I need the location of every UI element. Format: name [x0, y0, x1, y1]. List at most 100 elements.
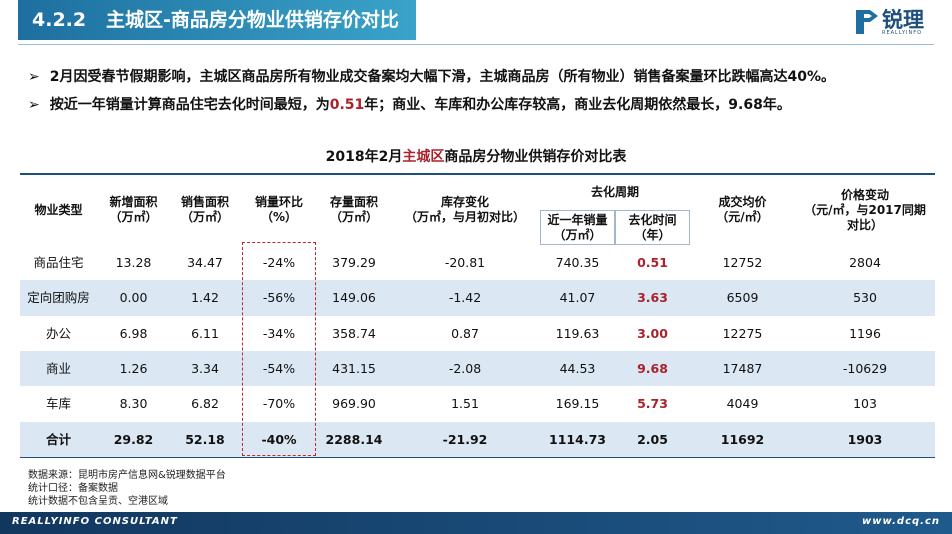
footer-right: www.dcq.cn	[862, 516, 940, 527]
table-cell: -21.92	[442, 431, 488, 447]
table-cell: -24%	[262, 255, 296, 271]
row-bg	[20, 350, 935, 387]
table-rule	[20, 173, 935, 175]
table-cell: 29.82	[113, 431, 154, 447]
table-cell: 431.15	[332, 361, 376, 377]
table-cell: 1.42	[191, 290, 219, 306]
note: 统计数据不包含呈贡、空港区域	[28, 496, 168, 507]
bullet: ➢ 2月因受春节假期影响，主城区商品房所有物业成交备案均大幅下滑，主城商品房（所有…	[28, 69, 835, 85]
table-cell: -54%	[262, 361, 296, 377]
table-cell: 合计	[45, 431, 71, 447]
section-number: 4.2.2	[32, 9, 87, 31]
section-title: 主城区-商品房分物业供销存价对比	[106, 9, 399, 31]
table-cell: 379.29	[332, 255, 376, 271]
bullet-text: 年；商业、车库和办公库存较高，商业去化周期依然最长，9.68年。	[364, 97, 791, 113]
table-cell: 1903	[847, 431, 883, 447]
table-cell: 740.35	[555, 255, 600, 271]
table-cell: 车库	[45, 396, 71, 412]
bullet: ➢ 按近一年销量计算商品住宅去化时间最短，为0.51年；商业、车库和办公库存较高，…	[28, 97, 791, 113]
table-cell: 2804	[849, 255, 881, 271]
table-cell: -10629	[842, 361, 888, 377]
header-cell: 新增面积 （万㎡）	[109, 195, 158, 224]
footer-bar: REALLYINFO CONSULTANT www.dcq.cn	[0, 512, 952, 534]
header-cell: 去化时间 （年）	[615, 210, 690, 245]
table-cell: 6.82	[191, 396, 219, 412]
table-cell: 3.00	[637, 325, 668, 341]
highlight-box	[242, 242, 316, 456]
bullet-text: 2月因受春节假期影响，主城区商品房所有物业成交备案均大幅下滑，主城商品房（所有物…	[49, 69, 835, 85]
title-part: 商品房分物业供销存价对比表	[444, 149, 627, 165]
logo-subtext: REALLYINFO	[882, 30, 923, 36]
table-cell: 1196	[849, 325, 881, 341]
title-part: 2018年2月	[325, 149, 403, 165]
logo: 锐理 REALLYINFO	[854, 4, 938, 38]
table-cell: 2.05	[637, 431, 668, 447]
table-cell: 530	[853, 290, 877, 306]
header-cell: 库存变化 （万㎡，与月初对比）	[404, 195, 525, 224]
header-group: 去化周期	[590, 185, 639, 199]
table-cell: 5.73	[637, 396, 668, 412]
table-cell: 11692	[720, 431, 765, 447]
footer-left: REALLYINFO CONSULTANT	[12, 516, 178, 527]
table-cell: 103	[853, 396, 877, 412]
table-cell: 商品住宅	[33, 255, 84, 271]
table-rule	[20, 456, 935, 458]
bullet-text: 按近一年销量计算商品住宅去化时间最短，为	[49, 97, 330, 113]
table-cell: 52.18	[185, 431, 225, 447]
table-cell: 44.53	[559, 361, 596, 377]
header-rule	[18, 44, 934, 45]
table-cell: -2.08	[448, 361, 482, 377]
table-cell: 41.07	[559, 290, 596, 306]
section-header: 4.2.2 主城区-商品房分物业供销存价对比	[18, 0, 416, 40]
table-cell: -70%	[262, 396, 296, 412]
logo-icon	[856, 10, 878, 34]
table-cell: -1.42	[448, 290, 482, 306]
table-cell: 0.51	[637, 255, 668, 271]
table-cell: 6509	[726, 290, 759, 306]
table-cell: 2288.14	[325, 431, 383, 447]
header-cell: 销售面积 （万㎡）	[180, 195, 229, 224]
logo-text: 锐理	[882, 8, 924, 32]
header-cell: 成交均价 （元/㎡）	[716, 195, 769, 224]
table-cell: 9.68	[637, 361, 668, 377]
note: 统计口径：备案数据	[28, 483, 118, 494]
table-cell: 969.90	[332, 396, 376, 412]
table-cell: 0.87	[451, 325, 479, 341]
table-cell: -20.81	[444, 255, 486, 271]
table-cell: -40%	[261, 431, 297, 447]
table-cell: 1.26	[119, 361, 148, 377]
row-bg	[20, 315, 935, 351]
table-cell: 358.74	[332, 325, 376, 341]
header-cell: 近一年销量 （万㎡）	[540, 210, 615, 245]
table-cell: 6.98	[119, 325, 148, 341]
header-cell: 存量面积 （万㎡）	[329, 195, 378, 224]
table-cell: 0.00	[119, 290, 148, 306]
header-cell: 物业类型	[34, 202, 83, 217]
title-highlight: 主城区	[402, 149, 445, 165]
table-cell: 8.30	[119, 396, 148, 412]
table-cell: 3.34	[191, 361, 219, 377]
table-cell: 34.47	[187, 255, 223, 271]
row-bg	[20, 386, 935, 422]
table-cell: 169.15	[555, 396, 600, 412]
row-bg	[20, 245, 935, 281]
table-cell: 12752	[722, 255, 763, 271]
table-cell: 119.63	[555, 325, 600, 341]
table-cell: 17487	[722, 361, 763, 377]
table-cell: -56%	[262, 290, 296, 306]
table-cell: 办公	[45, 325, 71, 341]
table-cell: 4049	[726, 396, 759, 412]
table-cell: 定向团购房	[27, 290, 90, 306]
table-cell: 6.11	[191, 325, 219, 341]
table-title: 2018年2月主城区商品房分物业供销存价对比表	[0, 146, 952, 166]
note: 数据来源：昆明市房产信息网&锐理数据平台	[28, 470, 226, 481]
table-cell: 1114.73	[549, 431, 606, 447]
header-cell: 销量环比 （%）	[254, 195, 303, 224]
table-cell: 商业	[45, 361, 71, 377]
header-cell: 价格变动 （元/㎡，与2017同期 对比）	[804, 187, 926, 232]
table-cell: 149.06	[332, 290, 376, 306]
table-cell: 13.28	[115, 255, 152, 271]
table-cell: 1.51	[451, 396, 479, 412]
row-bg	[20, 280, 935, 316]
